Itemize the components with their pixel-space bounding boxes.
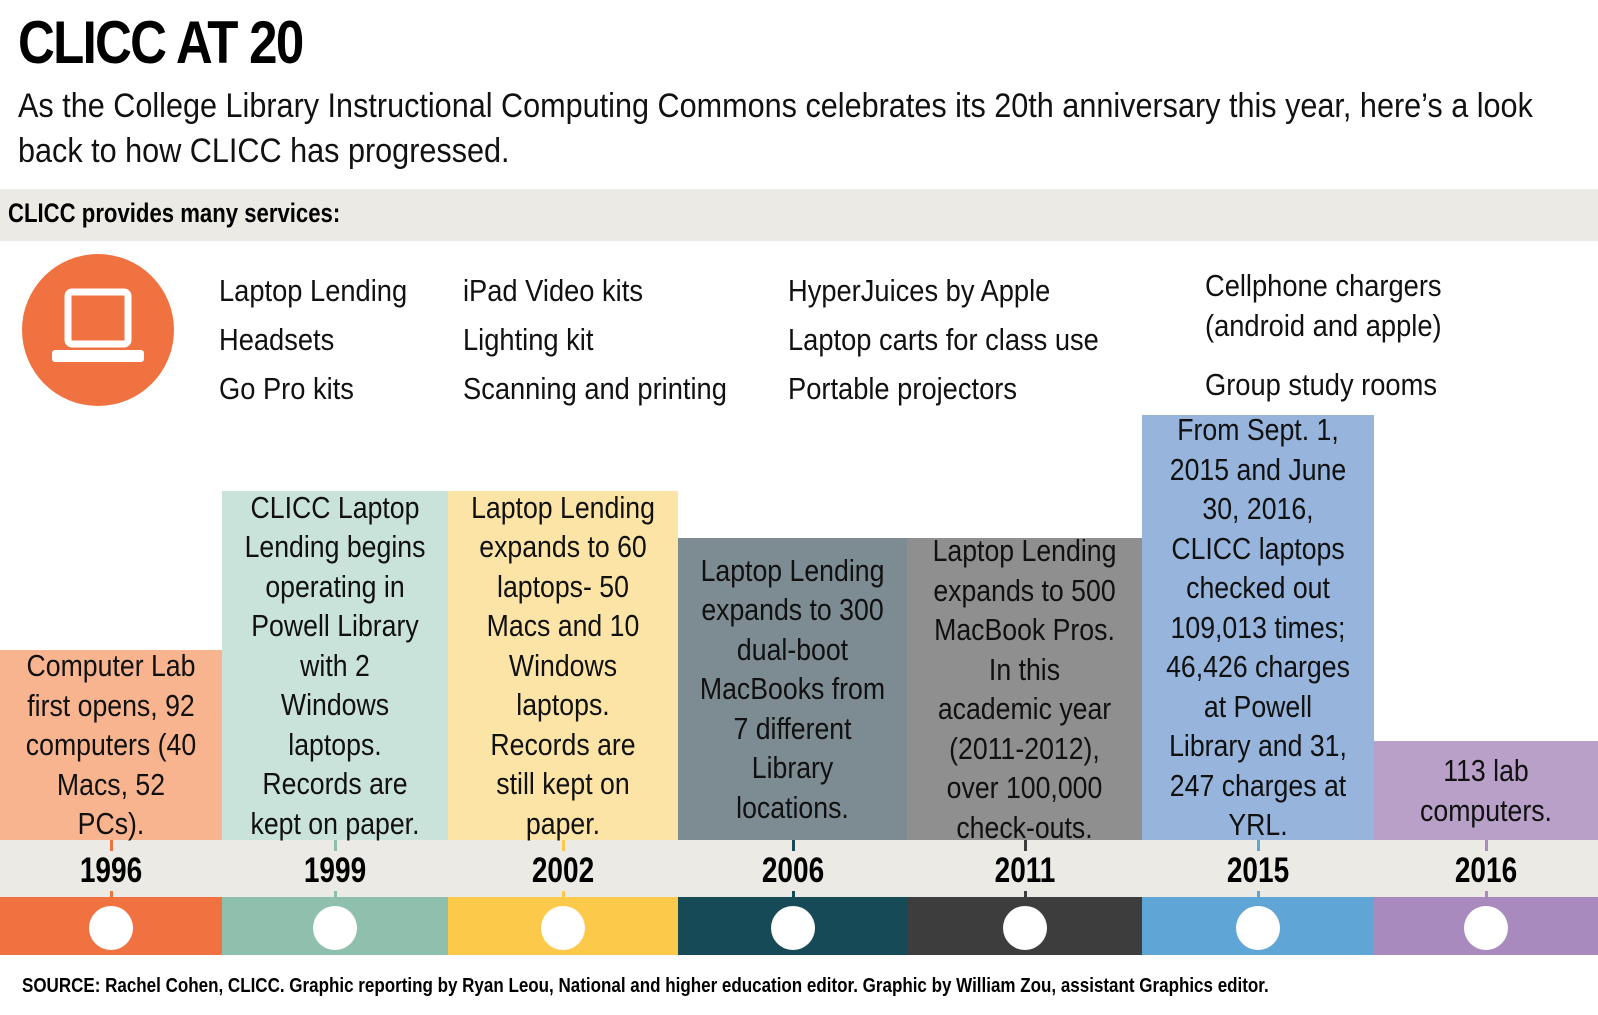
- event-text: Laptop Lending expands to 60 laptops- 50…: [471, 489, 655, 841]
- event-text: Computer Lab first opens, 92 computers (…: [25, 648, 197, 842]
- timeline-dot: [89, 906, 133, 950]
- event-box: Computer Lab first opens, 92 computers (…: [0, 648, 222, 841]
- service-item: Go Pro kits: [219, 371, 354, 406]
- timeline-dot: [770, 906, 815, 950]
- event-box: Laptop Lending expands to 300 dual-boot …: [678, 538, 907, 840]
- timeline-dot: [1236, 906, 1280, 950]
- service-column: Laptop Lending Headsets Go Pro kits: [219, 266, 407, 413]
- service-item: Cellphone chargers (android and apple): [1205, 268, 1442, 343]
- event-box: Laptop Lending expands to 500 MacBook Pr…: [907, 533, 1142, 845]
- service-item: Group study rooms: [1205, 367, 1437, 402]
- year-label: 1999: [303, 851, 367, 891]
- service-column: iPad Video kits Lighting kit Scanning and …: [463, 266, 727, 413]
- year-label: 2016: [1454, 851, 1518, 891]
- event-text: CLICC Laptop Lending begins operating in…: [244, 489, 426, 841]
- service-column: Cellphone chargers (android and apple) Gr…: [1205, 266, 1469, 409]
- laptop-icon: [22, 254, 174, 406]
- service-item: Scanning and printing: [463, 371, 727, 406]
- year-label: 2011: [992, 851, 1057, 891]
- subtitle: As the College Library Instructional Com…: [18, 87, 1533, 170]
- service-item: iPad Video kits: [463, 273, 643, 308]
- event-box: From Sept. 1, 2015 and June 30, 2016, CL…: [1142, 412, 1374, 842]
- title: CLICC AT 20: [18, 9, 304, 76]
- year-label: 2006: [760, 851, 825, 891]
- event-text: Laptop Lending expands to 500 MacBook Pr…: [932, 533, 1117, 845]
- timeline-dot: [1464, 906, 1508, 950]
- event-box: Laptop Lending expands to 60 laptops- 50…: [448, 490, 678, 841]
- section-bar: [0, 189, 1598, 241]
- service-item: Headsets: [219, 322, 335, 357]
- service-item: Portable projectors: [788, 371, 1017, 406]
- service-item: HyperJuices by Apple: [788, 273, 1051, 308]
- service-item: Lighting kit: [463, 322, 594, 357]
- section-heading: CLICC provides many services:: [8, 198, 341, 228]
- event-text: 113 lab computers.: [1420, 753, 1552, 828]
- year-label: 1996: [79, 851, 143, 891]
- timeline-dot: [1002, 906, 1047, 950]
- event-box: 113 lab computers.: [1374, 741, 1598, 840]
- service-column: HyperJuices by Apple Laptop carts for cla…: [788, 266, 1099, 413]
- event-text: From Sept. 1, 2015 and June 30, 2016, CL…: [1166, 412, 1350, 843]
- event-text: Laptop Lending expands to 300 dual-boot …: [699, 552, 886, 825]
- service-item: Laptop Lending: [219, 273, 408, 308]
- source: SOURCE: Rachel Cohen, CLICC. Graphic rep…: [22, 975, 1269, 997]
- timeline-dot: [313, 906, 357, 950]
- timeline-dot: [541, 906, 585, 950]
- year-label: 2002: [531, 851, 595, 891]
- service-item: Laptop carts for class use: [788, 322, 1099, 357]
- event-box: CLICC Laptop Lending begins operating in…: [222, 490, 448, 841]
- year-label: 2015: [1226, 851, 1290, 891]
